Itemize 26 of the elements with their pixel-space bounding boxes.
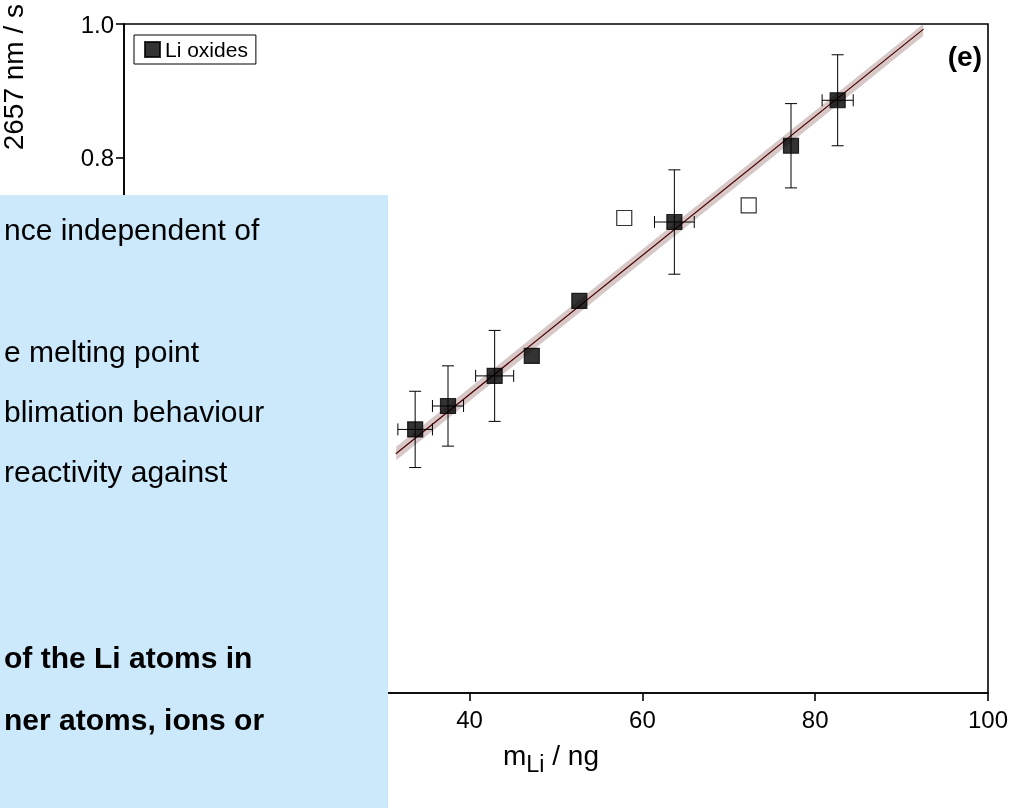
annotation: reactivity against xyxy=(4,455,228,489)
text: ner atoms, ions or xyxy=(4,703,265,736)
x-tick-label: 40 xyxy=(456,705,483,733)
annotation: nce independent of xyxy=(4,213,260,247)
point xyxy=(523,347,540,364)
point xyxy=(486,367,503,384)
point xyxy=(666,213,683,231)
x-tick-label: 60 xyxy=(629,705,656,733)
annotation: of the Li atoms in xyxy=(4,641,253,675)
point xyxy=(407,421,424,438)
y-axis-title: 2657 nm / s xyxy=(0,4,30,151)
point xyxy=(782,137,800,154)
point xyxy=(439,397,457,415)
x-axis-title: m$_{Li}$ / ng xyxy=(503,740,599,778)
y-tick-label: 1.0 xyxy=(80,10,114,38)
point xyxy=(571,292,588,310)
point xyxy=(616,209,633,227)
annotation: (e) xyxy=(947,40,983,72)
point xyxy=(829,92,846,109)
y-tick-label: 0.8 xyxy=(80,144,114,172)
point xyxy=(740,197,757,214)
x-tick-label: 80 xyxy=(801,705,829,733)
annotation: blimation behaviour xyxy=(4,395,265,429)
legend-label: Li oxides xyxy=(165,38,248,61)
annotation: e melting point xyxy=(4,335,200,369)
x-tick-label: 100 xyxy=(967,705,1009,733)
